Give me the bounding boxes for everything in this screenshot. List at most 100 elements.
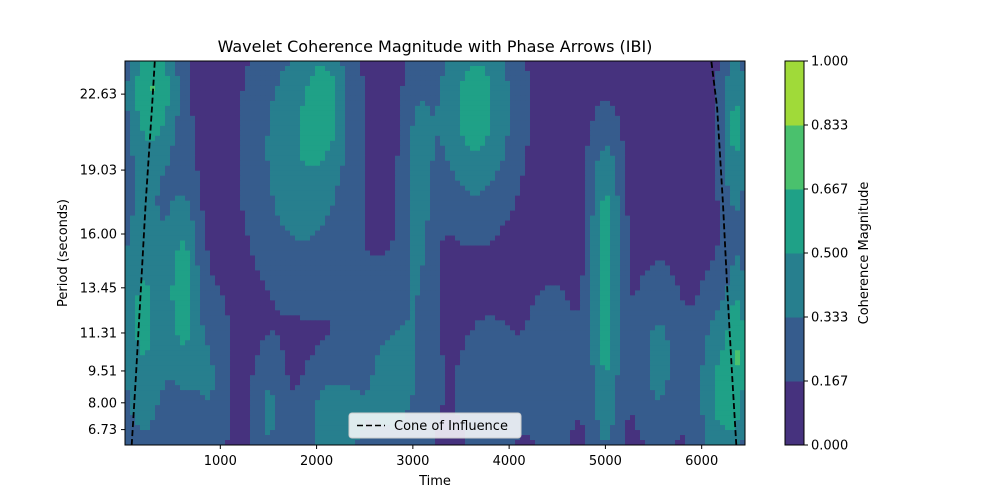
heatmap-cell	[705, 135, 711, 142]
heatmap-cell	[540, 140, 546, 147]
heatmap-cell	[525, 230, 531, 237]
heatmap-cell	[675, 170, 681, 177]
heatmap-cell	[525, 150, 531, 157]
heatmap-cell	[585, 85, 591, 92]
heatmap-cell	[380, 95, 386, 102]
heatmap-cell	[425, 115, 431, 122]
heatmap-cell	[255, 225, 261, 232]
heatmap-cell	[595, 210, 601, 217]
heatmap-cell	[220, 110, 226, 117]
heatmap-cell	[455, 240, 461, 247]
heatmap-cell	[515, 75, 521, 82]
heatmap-cell	[645, 220, 651, 227]
heatmap-cell	[370, 75, 376, 82]
heatmap-cell	[435, 120, 441, 127]
heatmap-cell	[480, 120, 486, 127]
heatmap-cell	[515, 235, 521, 242]
heatmap-cell	[355, 145, 361, 152]
heatmap-cell	[300, 125, 306, 132]
heatmap-cell	[510, 165, 516, 172]
heatmap-cell	[670, 110, 676, 117]
heatmap-cell	[145, 225, 151, 232]
heatmap-cell	[400, 175, 406, 182]
heatmap-cell	[350, 145, 356, 152]
heatmap-cell	[465, 95, 471, 102]
heatmap-cell	[715, 175, 721, 182]
heatmap-cell	[625, 85, 631, 92]
heatmap-cell	[270, 145, 276, 152]
heatmap-cell	[390, 110, 396, 117]
heatmap-cell	[305, 65, 311, 72]
heatmap-cell	[725, 120, 731, 127]
heatmap-cell	[325, 95, 331, 102]
heatmap-cell	[345, 170, 351, 177]
heatmap-cell	[185, 165, 191, 172]
heatmap-cell	[330, 170, 336, 177]
heatmap-cell	[600, 145, 606, 152]
heatmap-cell	[375, 220, 381, 227]
heatmap-cell	[310, 100, 316, 107]
heatmap-cell	[390, 90, 396, 97]
heatmap-cell	[330, 90, 336, 97]
heatmap-cell	[635, 80, 641, 87]
heatmap-cell	[320, 200, 326, 207]
heatmap-cell	[515, 115, 521, 122]
heatmap-cell	[505, 145, 511, 152]
heatmap-cell	[290, 135, 296, 142]
heatmap-cell	[485, 95, 491, 102]
heatmap-cell	[240, 260, 246, 267]
heatmap-cell	[665, 61, 671, 67]
heatmap-cell	[525, 225, 531, 232]
heatmap-cell	[345, 95, 351, 102]
heatmap-cell	[180, 135, 186, 142]
heatmap-cell	[580, 185, 586, 192]
heatmap-cell	[715, 255, 721, 262]
heatmap-cell	[275, 75, 281, 82]
heatmap-cell	[560, 240, 566, 247]
heatmap-cell	[175, 225, 181, 232]
heatmap-cell	[320, 90, 326, 97]
heatmap-cell	[560, 235, 566, 242]
heatmap-cell	[540, 115, 546, 122]
heatmap-cell	[485, 125, 491, 132]
heatmap-cell	[615, 120, 621, 127]
heatmap-cell	[270, 210, 276, 217]
heatmap-cell	[730, 65, 736, 72]
heatmap-cell	[190, 190, 196, 197]
heatmap-cell	[125, 150, 131, 157]
heatmap-cell	[455, 140, 461, 147]
heatmap-cell	[690, 80, 696, 87]
heatmap-cell	[650, 85, 656, 92]
heatmap-cell	[380, 170, 386, 177]
heatmap-cell	[710, 250, 716, 257]
heatmap-cell	[215, 120, 221, 127]
heatmap-cell	[235, 170, 241, 177]
heatmap-cell	[340, 230, 346, 237]
heatmap-cell	[530, 245, 536, 252]
heatmap-cell	[300, 165, 306, 172]
heatmap-cell	[585, 165, 591, 172]
heatmap-cell	[445, 190, 451, 197]
heatmap-cell	[510, 180, 516, 187]
heatmap-cell	[335, 255, 341, 262]
heatmap-cell	[550, 90, 556, 97]
heatmap-cell	[130, 240, 136, 247]
heatmap-cell	[660, 61, 666, 67]
heatmap-cell	[510, 250, 516, 257]
heatmap-cell	[610, 110, 616, 117]
heatmap-cell	[660, 255, 666, 262]
heatmap-cell	[375, 115, 381, 122]
heatmap-cell	[315, 120, 321, 127]
heatmap-cell	[625, 165, 631, 172]
heatmap-cell	[310, 225, 316, 232]
heatmap-cell	[195, 110, 201, 117]
heatmap-cell	[240, 145, 246, 152]
heatmap-cell	[320, 100, 326, 107]
heatmap-cell	[365, 220, 371, 227]
heatmap-cell	[365, 165, 371, 172]
heatmap-cell	[325, 185, 331, 192]
heatmap-cell	[185, 110, 191, 117]
heatmap-cell	[355, 220, 361, 227]
heatmap-cell	[615, 150, 621, 157]
heatmap-cell	[360, 145, 366, 152]
